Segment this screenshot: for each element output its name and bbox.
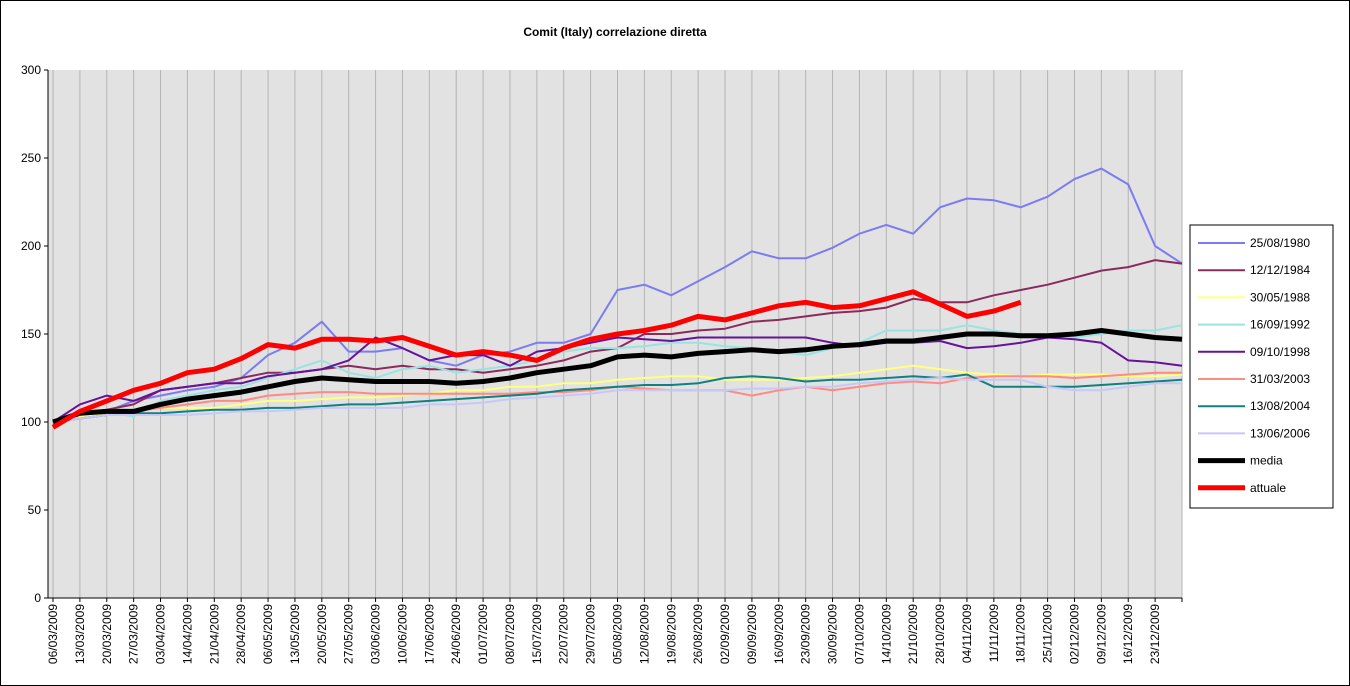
x-tick-label: 30/09/2009 bbox=[826, 604, 840, 664]
x-tick-label: 28/04/2009 bbox=[234, 604, 248, 664]
x-tick-label: 20/03/2009 bbox=[100, 604, 114, 664]
x-tick-label: 25/11/2009 bbox=[1041, 604, 1055, 663]
series-line bbox=[52, 373, 1183, 423]
x-tick-label: 02/12/2009 bbox=[1067, 604, 1081, 664]
legend-label: media bbox=[1250, 454, 1283, 468]
series-line bbox=[52, 336, 1183, 423]
chart-title: Comit (Italy) correlazione diretta bbox=[523, 25, 707, 39]
series-line bbox=[51, 289, 1022, 430]
y-tick-label: 300 bbox=[21, 63, 41, 77]
y-tick-label: 150 bbox=[21, 327, 41, 341]
series-line bbox=[52, 328, 1183, 425]
x-tick-label: 08/07/2009 bbox=[503, 604, 517, 664]
x-tick-label: 01/07/2009 bbox=[476, 604, 490, 664]
x-tick-label: 09/12/2009 bbox=[1094, 604, 1108, 664]
x-tick-label: 10/06/2009 bbox=[395, 604, 409, 664]
x-tick-label: 22/07/2009 bbox=[557, 604, 571, 664]
x-tick-label: 27/05/2009 bbox=[342, 604, 356, 664]
series-line bbox=[52, 377, 1182, 423]
x-tick-label: 16/09/2009 bbox=[772, 604, 786, 664]
x-tick-label: 03/06/2009 bbox=[369, 604, 383, 664]
legend-label: 13/08/2004 bbox=[1250, 399, 1310, 413]
x-tick-label: 16/12/2009 bbox=[1121, 604, 1135, 664]
x-tick-label: 13/05/2009 bbox=[288, 604, 302, 664]
series-line bbox=[52, 324, 1183, 423]
x-tick-label: 21/10/2009 bbox=[906, 604, 920, 664]
x-tick-label: 26/08/2009 bbox=[691, 604, 705, 664]
legend-label: 13/06/2006 bbox=[1250, 426, 1310, 440]
x-tick-label: 02/09/2009 bbox=[718, 604, 732, 664]
x-tick-label: 14/10/2009 bbox=[879, 604, 893, 664]
x-tick-label: 28/10/2009 bbox=[933, 604, 947, 664]
y-tick-label: 100 bbox=[21, 415, 41, 429]
x-tick-label: 18/11/2009 bbox=[1014, 604, 1028, 663]
series-line bbox=[52, 364, 1183, 423]
legend-label: attuale bbox=[1250, 481, 1286, 495]
x-tick-label: 24/06/2009 bbox=[449, 604, 463, 664]
x-tick-label: 07/10/2009 bbox=[852, 604, 866, 664]
x-tick-label: 23/12/2009 bbox=[1148, 604, 1162, 664]
legend-label: 09/10/1998 bbox=[1250, 345, 1310, 359]
y-tick-label: 50 bbox=[28, 503, 42, 517]
x-tick-label: 03/04/2009 bbox=[154, 604, 168, 664]
x-tick-label: 12/08/2009 bbox=[637, 604, 651, 664]
x-tick-label: 06/05/2009 bbox=[261, 604, 275, 664]
legend-label: 16/09/1992 bbox=[1250, 318, 1310, 332]
legend-label: 30/05/1988 bbox=[1250, 290, 1310, 304]
y-tick-label: 200 bbox=[21, 239, 41, 253]
legend-label: 25/08/1980 bbox=[1250, 236, 1310, 250]
x-tick-label: 04/11/2009 bbox=[960, 604, 974, 663]
legend-label: 12/12/1984 bbox=[1250, 263, 1310, 277]
x-tick-label: 17/06/2009 bbox=[422, 604, 436, 664]
x-tick-label: 15/07/2009 bbox=[530, 604, 544, 664]
legend-label: 31/03/2003 bbox=[1250, 372, 1310, 386]
x-tick-label: 13/03/2009 bbox=[73, 604, 87, 664]
x-tick-label: 09/09/2009 bbox=[745, 604, 759, 664]
y-tick-label: 250 bbox=[21, 151, 41, 165]
x-tick-label: 21/04/2009 bbox=[207, 604, 221, 664]
x-tick-label: 27/03/2009 bbox=[127, 604, 141, 664]
x-tick-label: 19/08/2009 bbox=[664, 604, 678, 664]
x-tick-label: 23/09/2009 bbox=[799, 604, 813, 664]
x-tick-label: 11/11/2009 bbox=[987, 604, 1001, 663]
x-tick-label: 20/05/2009 bbox=[315, 604, 329, 664]
x-tick-label: 14/04/2009 bbox=[180, 604, 194, 664]
x-tick-label: 05/08/2009 bbox=[611, 604, 625, 664]
x-tick-label: 06/03/2009 bbox=[46, 604, 60, 664]
y-tick-label: 0 bbox=[34, 591, 41, 605]
x-tick-label: 29/07/2009 bbox=[584, 604, 598, 664]
